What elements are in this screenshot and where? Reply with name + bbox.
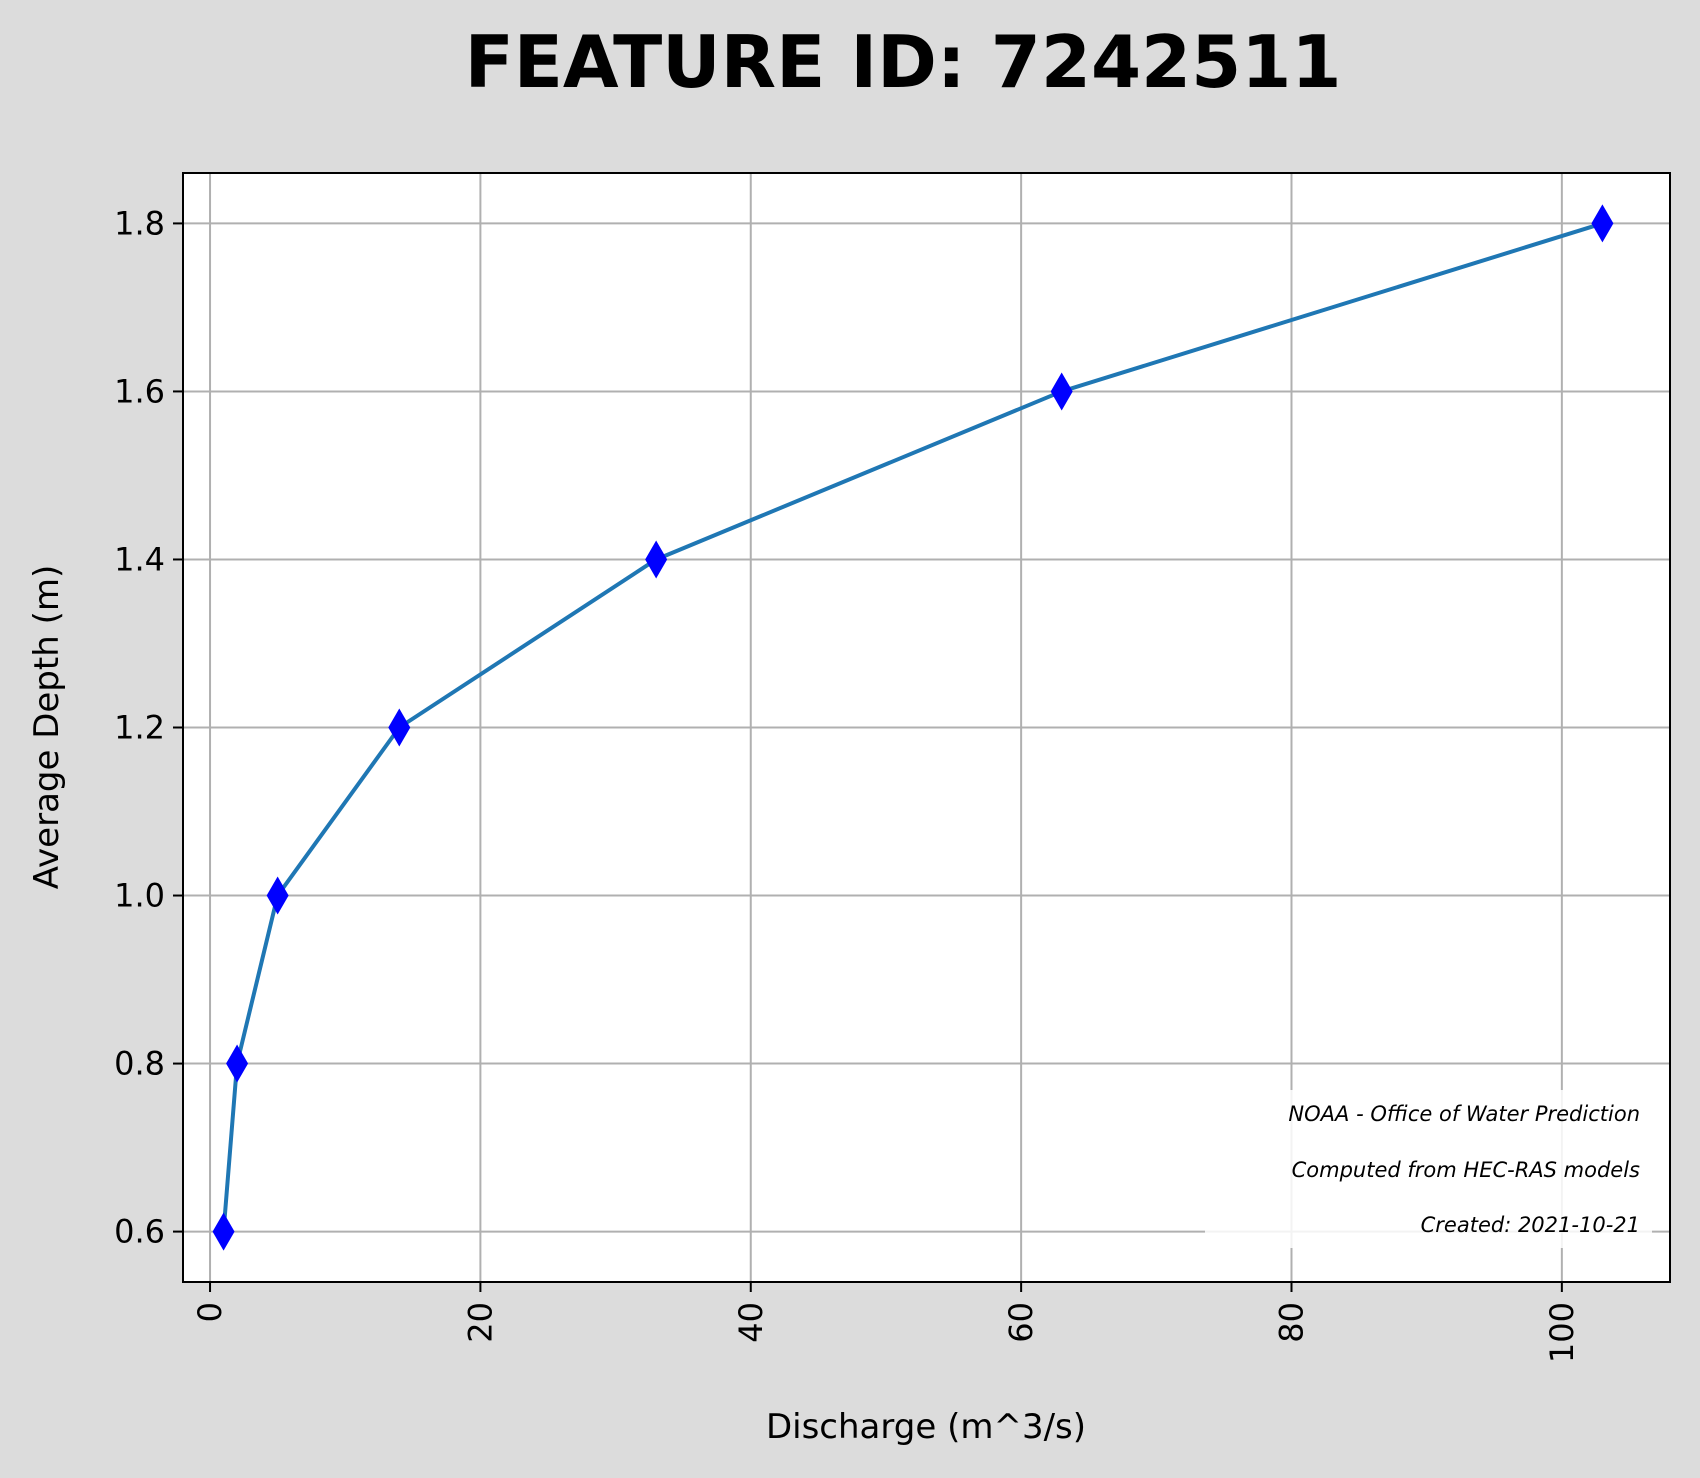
x-tick-label: 0 [191,1302,229,1322]
x-tick-label: 20 [461,1302,499,1343]
ticks: 0 20 40 60 80 100 0.6 0.8 1.0 1.2 1.4 1.6 1.8 [114,204,1581,1363]
data-point-marker [226,1044,249,1083]
annotation-box: NOAA - Office of Water Prediction Compute… [1205,1090,1652,1248]
annotation-line: Created: 2021-10-21 [1421,1213,1640,1237]
data-point-marker [266,876,289,915]
data-point-marker [1591,204,1614,243]
data-point-marker [388,708,411,747]
y-tick-label: 1.0 [114,877,165,915]
y-tick-label: 0.6 [114,1213,165,1251]
y-tick-label: 1.8 [114,204,165,242]
y-tick-label: 1.6 [114,372,165,410]
series-layer [212,204,1614,1251]
data-point-marker [1050,372,1073,411]
x-tick-label: 60 [1002,1302,1040,1343]
y-tick-label: 0.8 [114,1045,165,1083]
x-tick-label: 100 [1543,1302,1581,1363]
y-tick-label: 1.2 [114,709,165,747]
grid [183,173,1670,1282]
data-point-marker [645,540,668,579]
x-tick-label: 80 [1272,1302,1310,1343]
annotation-line: NOAA - Office of Water Prediction [1288,1102,1640,1126]
y-axis-title: Average Depth (m) [27,565,67,889]
annotation-background [1205,1090,1652,1248]
annotation-line: Computed from HEC-RAS models [1292,1158,1640,1182]
data-point-marker [212,1212,235,1251]
y-tick-label: 1.4 [114,540,165,578]
x-axis-title: Discharge (m^3/s) [766,1407,1086,1447]
x-tick-label: 40 [732,1302,770,1343]
chart-title: FEATURE ID: 7242511 [465,20,1342,104]
